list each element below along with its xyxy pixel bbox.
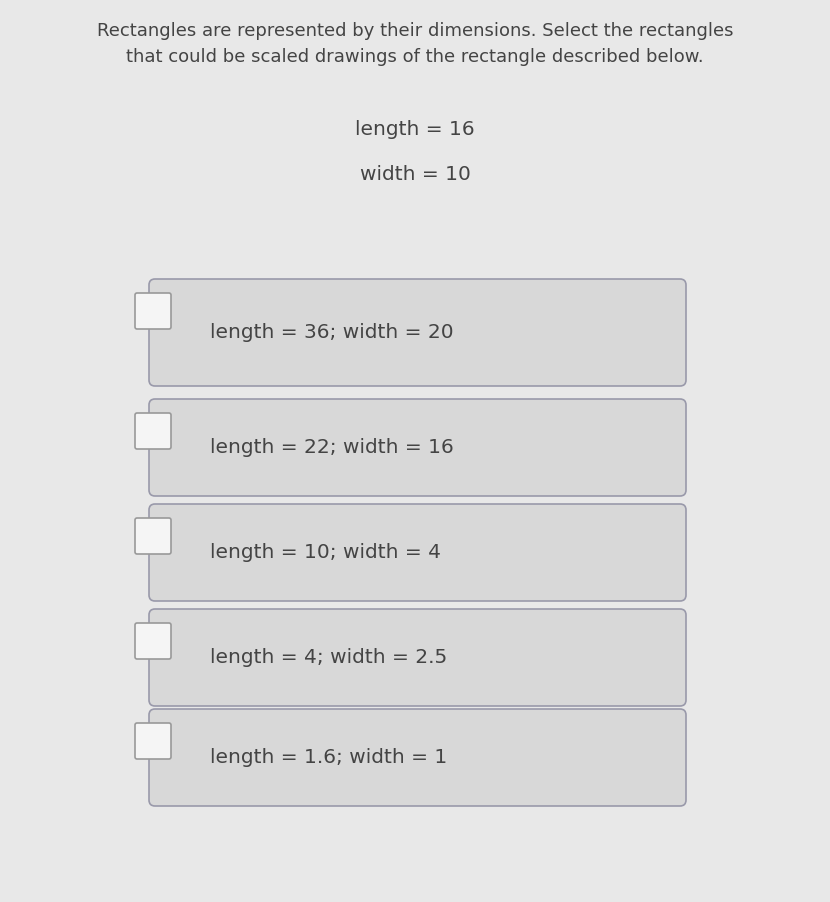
Text: Rectangles are represented by their dimensions. Select the rectangles: Rectangles are represented by their dime… xyxy=(97,22,733,40)
FancyBboxPatch shape xyxy=(149,279,686,386)
FancyBboxPatch shape xyxy=(149,399,686,496)
Text: length = 16: length = 16 xyxy=(355,120,475,139)
Text: width = 10: width = 10 xyxy=(359,165,471,184)
FancyBboxPatch shape xyxy=(149,709,686,806)
FancyBboxPatch shape xyxy=(135,518,171,554)
FancyBboxPatch shape xyxy=(135,623,171,659)
Text: length = 36; width = 20: length = 36; width = 20 xyxy=(210,323,454,342)
Text: length = 1.6; width = 1: length = 1.6; width = 1 xyxy=(210,748,447,767)
FancyBboxPatch shape xyxy=(135,723,171,759)
FancyBboxPatch shape xyxy=(149,609,686,706)
Text: length = 4; width = 2.5: length = 4; width = 2.5 xyxy=(210,648,447,667)
Text: that could be scaled drawings of the rectangle described below.: that could be scaled drawings of the rec… xyxy=(126,48,704,66)
Text: length = 22; width = 16: length = 22; width = 16 xyxy=(210,438,454,457)
FancyBboxPatch shape xyxy=(149,504,686,601)
Text: length = 10; width = 4: length = 10; width = 4 xyxy=(210,543,441,562)
FancyBboxPatch shape xyxy=(135,293,171,329)
FancyBboxPatch shape xyxy=(135,413,171,449)
